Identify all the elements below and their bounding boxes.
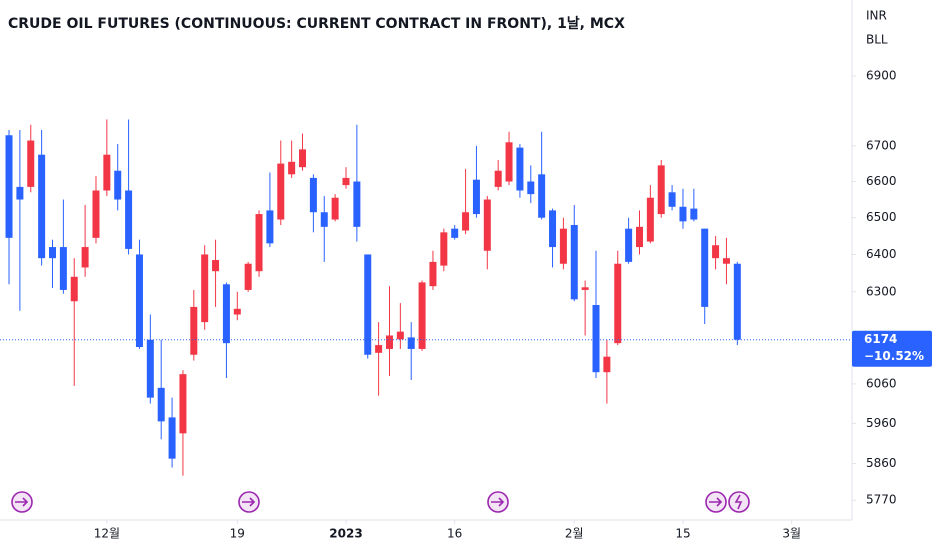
candle-body: [581, 287, 589, 290]
x-tick-label: 12월: [94, 527, 120, 541]
y-tick-label: 6500: [866, 210, 897, 224]
candle-body: [299, 149, 307, 168]
candle-body: [570, 225, 578, 300]
x-tick-label: 16: [447, 527, 462, 541]
candle-body: [81, 247, 89, 268]
candle-body: [49, 247, 57, 259]
last-price-badge: [852, 330, 932, 367]
candle-body: [364, 254, 372, 355]
candle-body: [701, 228, 709, 307]
candle-body: [375, 345, 383, 353]
y-tick-label: 5860: [866, 456, 897, 470]
x-tick-label: 2023: [329, 527, 362, 541]
candle-body: [494, 170, 502, 187]
last-change-label: −10.52%: [864, 349, 924, 363]
candle-body: [483, 199, 491, 251]
candle-body: [309, 177, 317, 213]
candle-body: [527, 181, 535, 195]
candle-body: [407, 337, 415, 349]
candle-body: [266, 210, 274, 244]
candle-body: [146, 339, 154, 398]
candle-body: [27, 140, 35, 187]
candle-body: [320, 212, 328, 227]
y-tick-label: 6060: [866, 376, 897, 390]
candle-body: [16, 186, 24, 200]
candle-body: [429, 261, 437, 287]
last-price-label: 6174: [864, 332, 897, 346]
x-tick-label: 19: [230, 527, 245, 541]
candle-body: [212, 260, 220, 272]
candle-body: [125, 190, 133, 249]
y-tick-label: 6600: [866, 174, 897, 188]
candle-body: [38, 154, 46, 259]
candle-body: [472, 179, 480, 215]
event-glyph: [15, 494, 743, 510]
candle-body: [679, 206, 687, 222]
event-markers: [11, 491, 750, 513]
y-tick-label: 6300: [866, 284, 897, 298]
candle-body: [342, 177, 350, 186]
candle-body: [451, 228, 459, 238]
candle-body: [722, 258, 730, 264]
currency: INR: [866, 9, 887, 23]
candle-body: [331, 197, 339, 220]
candle-body: [385, 335, 393, 349]
candle-body: [59, 247, 67, 290]
candle-body: [646, 197, 654, 242]
candle-body: [255, 214, 263, 272]
y-tick-label: 6400: [866, 247, 897, 261]
chart-title: CRUDE OIL FUTURES (CONTINUOUS: CURRENT C…: [8, 16, 625, 32]
candle-body: [353, 181, 361, 227]
candle-body: [114, 170, 122, 200]
candle-body: [462, 212, 470, 231]
candle-body: [418, 282, 426, 349]
y-tick-label: 6700: [866, 138, 897, 152]
y-tick-label: 5960: [866, 416, 897, 430]
candle-body: [690, 208, 698, 220]
x-tick-label: 3월: [782, 527, 801, 541]
candle-body: [103, 154, 111, 191]
candle-body: [516, 147, 524, 191]
unit: BLL: [866, 33, 888, 47]
candle-body: [635, 226, 643, 248]
candle-body: [201, 254, 209, 323]
candle-body: [538, 174, 546, 218]
candle-body: [592, 305, 600, 373]
x-tick-label: 15: [675, 527, 690, 541]
candle-body: [288, 161, 296, 175]
candle-body: [179, 374, 187, 434]
candle-body: [277, 163, 285, 220]
candle-body: [168, 417, 176, 459]
candle-body: [603, 356, 611, 373]
candle-body: [135, 254, 143, 348]
candle-body: [625, 228, 633, 262]
candle-body: [657, 165, 665, 215]
candle-body: [614, 263, 622, 344]
candle-body: [244, 263, 252, 290]
candle-body: [549, 210, 557, 248]
y-tick-label: 6900: [866, 69, 897, 83]
candle-body: [733, 263, 741, 340]
candle-body: [70, 276, 78, 302]
candle-body: [92, 190, 100, 238]
candle-body: [5, 135, 13, 238]
x-tick-label: 2월: [565, 527, 584, 541]
candle-body: [222, 284, 230, 344]
candle-body: [233, 308, 241, 315]
candle-body: [559, 228, 567, 264]
y-tick-label: 5770: [866, 493, 897, 507]
candle-body: [505, 142, 513, 182]
candle-body: [712, 245, 720, 259]
candle-body: [668, 192, 676, 207]
candle-body: [157, 387, 165, 422]
candle-body: [190, 306, 198, 355]
candle-body: [396, 331, 404, 340]
candle-body: [440, 232, 448, 266]
